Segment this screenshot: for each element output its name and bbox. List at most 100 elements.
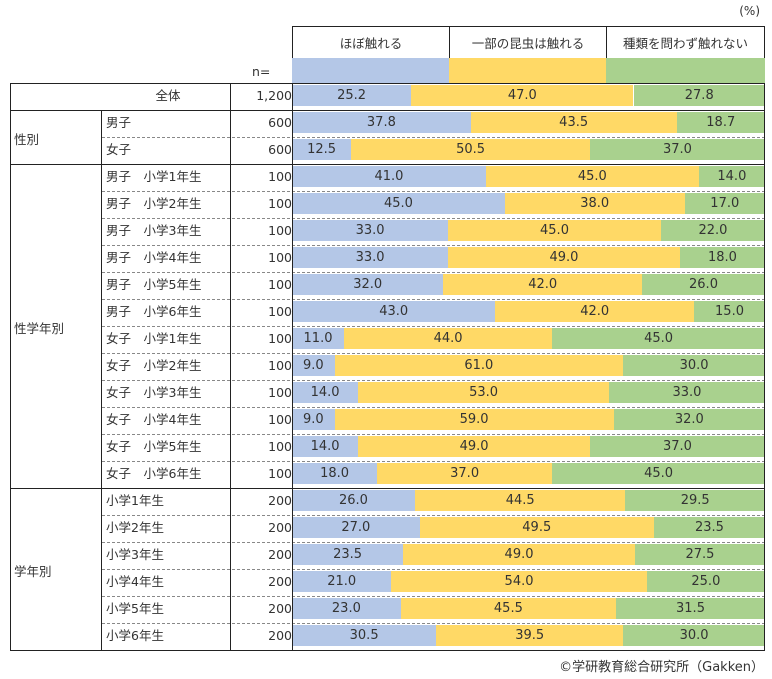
bar-segment-1: 21.0 [292,571,392,592]
row-divider [102,542,765,543]
group-divider [10,110,765,111]
bar-segment-3: 27.5 [634,544,765,565]
row-n: 100 [268,250,292,265]
table-row: 男子 小学3年生 100 33.0 45.0 22.0 [10,218,765,245]
row-label: 全体 [155,88,181,103]
stacked-bar: 32.0 42.0 26.0 [292,274,765,295]
table-row: 女子 600 12.5 50.5 37.0 [10,137,765,164]
bar-segment-1: 9.0 [292,409,335,430]
row-divider [102,623,765,624]
table-row: 小学3年生 200 23.5 49.0 27.5 [10,542,765,569]
row-n: 600 [268,142,292,157]
bar-segment-3: 37.0 [589,139,765,160]
row-divider [102,299,765,300]
row-label: 小学5年生 [106,601,164,616]
stacked-bar: 41.0 45.0 14.0 [292,166,765,187]
bar-segment-1: 14.0 [292,436,359,457]
table-row: 小学2年生 200 27.0 49.5 23.5 [10,515,765,542]
bar-segment-3: 18.7 [676,112,765,133]
bar-segment-2: 43.5 [470,112,677,133]
row-divider [102,596,765,597]
row-label: 小学6年生 [106,628,164,643]
table-row: 女子 小学2年生 100 9.0 61.0 30.0 [10,353,765,380]
row-divider [102,245,765,246]
bar-segment-1: 37.8 [292,112,471,133]
bar-segment-3: 29.5 [625,490,765,511]
bar-segment-3: 31.5 [616,598,765,619]
column-line [292,83,293,650]
legend-label: ほぼ触れる [292,26,449,58]
bar-segment-2: 50.5 [351,139,590,160]
n-column-header: n= [252,64,271,79]
bar-segment-2: 49.0 [358,436,590,457]
row-n: 200 [268,547,292,562]
table-row: 男子 小学1年生 100 41.0 45.0 14.0 [10,164,765,191]
row-label: 女子 小学4年生 [106,412,202,427]
bar-segment-1: 14.0 [292,382,359,403]
bar-segment-1: 11.0 [292,328,345,349]
table-row: 小学4年生 200 21.0 54.0 25.0 [10,569,765,596]
row-n: 100 [268,304,292,319]
bar-segment-3: 14.0 [698,166,765,187]
row-label: 女子 小学6年生 [106,466,202,481]
table-row: 全体 1,200 25.2 47.0 27.8 [10,83,765,110]
row-label: 女子 小学1年生 [106,331,202,346]
row-n: 100 [268,169,292,184]
stacked-bar: 12.5 50.5 37.0 [292,139,765,160]
bar-segment-3: 18.0 [679,247,765,268]
stacked-bar: 33.0 49.0 18.0 [292,247,765,268]
group-label: 性学年別 [14,321,65,336]
copyright-credit: ©学研教育総合研究所（Gakken） [559,660,764,675]
row-n: 1,200 [256,88,292,103]
legend-swatch [449,58,606,83]
row-label: 男子 小学1年生 [106,169,202,184]
legend-swatch [292,58,449,83]
bar-segment-1: 23.5 [292,544,404,565]
row-label: 女子 小学5年生 [106,439,202,454]
column-line [101,110,102,164]
bar-segment-1: 18.0 [292,463,378,484]
bar-segment-1: 30.5 [292,625,437,646]
bar-segment-2: 61.0 [334,355,624,376]
bar-segment-2: 37.0 [377,463,553,484]
row-label: 男子 小学2年生 [106,196,202,211]
stacked-bar: 25.2 47.0 27.8 [292,85,765,106]
table-row: 男子 小学4年生 100 33.0 49.0 18.0 [10,245,765,272]
table-row: 女子 小学1年生 100 11.0 44.0 45.0 [10,326,765,353]
row-n: 100 [268,466,292,481]
table-row: 女子 小学3年生 100 14.0 53.0 33.0 [10,380,765,407]
table-row: 男子 小学5年生 100 32.0 42.0 26.0 [10,272,765,299]
stacked-bar: 9.0 61.0 30.0 [292,355,765,376]
stacked-bar: 37.8 43.5 18.7 [292,112,765,133]
bar-segment-3: 32.0 [613,409,765,430]
row-label: 小学1年生 [106,493,164,508]
stacked-bar: 43.0 42.0 15.0 [292,301,765,322]
row-n: 200 [268,628,292,643]
bar-segment-2: 38.0 [504,193,685,214]
bar-segment-3: 22.0 [660,220,765,241]
table-row: 男子 600 37.8 43.5 18.7 [10,110,765,137]
bar-segment-3: 37.0 [589,436,765,457]
row-label: 小学4年生 [106,574,164,589]
bar-segment-3: 27.8 [633,85,765,106]
bar-segment-3: 33.0 [608,382,765,403]
stacked-bar: 9.0 59.0 32.0 [292,409,765,430]
row-divider [102,380,765,381]
bar-segment-1: 32.0 [292,274,444,295]
row-n: 100 [268,385,292,400]
row-n: 200 [268,574,292,589]
bar-segment-1: 33.0 [292,247,449,268]
stacked-bar: 11.0 44.0 45.0 [292,328,765,349]
bar-segment-1: 12.5 [292,139,352,160]
bar-segment-3: 17.0 [684,193,765,214]
table-row: 男子 小学6年生 100 43.0 42.0 15.0 [10,299,765,326]
row-divider [102,191,765,192]
bar-segment-3: 25.0 [646,571,765,592]
group-divider [10,164,765,165]
row-label: 女子 小学3年生 [106,385,202,400]
stacked-bar: 14.0 49.0 37.0 [292,436,765,457]
stacked-bar: 14.0 53.0 33.0 [292,382,765,403]
unit-label: (%) [739,4,760,18]
bar-segment-1: 23.0 [292,598,401,619]
bar-segment-3: 26.0 [642,274,765,295]
